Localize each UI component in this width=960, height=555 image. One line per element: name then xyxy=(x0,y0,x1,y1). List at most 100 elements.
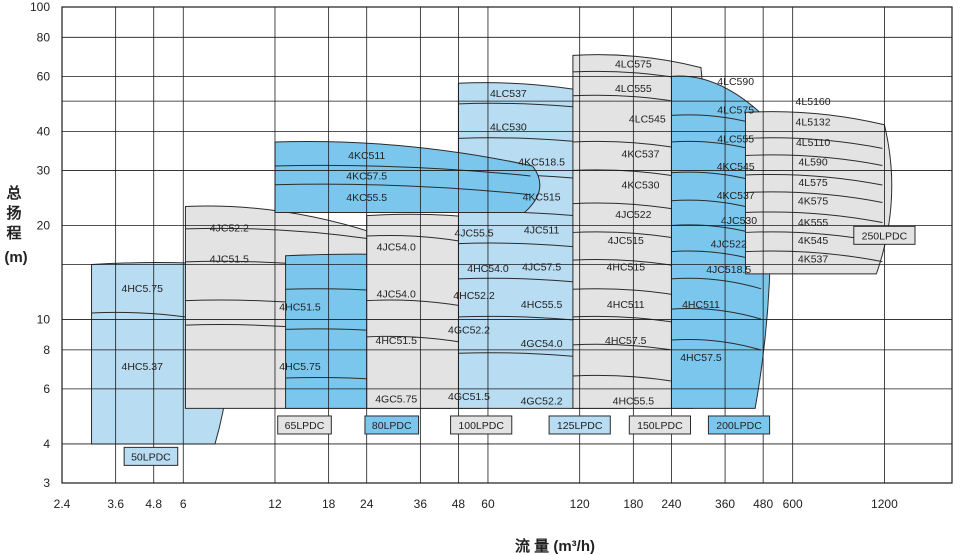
plot-frame xyxy=(61,6,953,484)
pump-model-label: 4HC511 xyxy=(607,299,645,311)
pump-model-label: 4JC54.0 xyxy=(377,289,416,301)
y-tick-label: 10 xyxy=(37,313,51,327)
family-labels: 50LPDC 65LPDC 80LPDC 100LPDC 125LPDC 150LPDC 2… xyxy=(123,225,916,466)
pump-model-label: 4HC51.5 xyxy=(279,302,321,314)
y-tick-label: 20 xyxy=(37,218,51,232)
family-label-box xyxy=(277,415,332,435)
pump-model-label: 4HC55.5 xyxy=(613,396,655,408)
x-tick-label: 3.6 xyxy=(107,497,124,511)
y-axis-title-char-2: 扬 xyxy=(6,204,21,222)
pump-model-label: 4KC537 xyxy=(622,148,660,160)
family-label: 250LPDC xyxy=(862,230,908,242)
pump-model-label: 4HC57.5 xyxy=(605,335,647,347)
pump-model-label: 4LC530 xyxy=(490,121,527,133)
pump-family-regions xyxy=(91,54,893,445)
pump-model-label: 4KC537 xyxy=(717,190,755,202)
x-tick-label: 120 xyxy=(570,497,590,511)
hq-curve xyxy=(745,211,883,224)
hq-curve xyxy=(671,277,762,290)
pump-model-label: 4GC54.0 xyxy=(521,338,563,350)
pump-model-label: 4LC555 xyxy=(717,133,754,145)
pump-model-labels: 4HC5.75 4HC5.37 4JC52.2 4JC51.5 4HC51.5 4HC5.… xyxy=(121,58,830,407)
family-label-box xyxy=(853,225,916,245)
pump-model-label: 4L575 xyxy=(798,177,827,189)
pump-model-label: 4GC5.75 xyxy=(375,393,417,405)
hq-curve xyxy=(745,154,883,166)
pump-model-label: 4HC55.5 xyxy=(521,299,563,311)
x-tick-label: 60 xyxy=(481,497,495,511)
family-label-box xyxy=(548,415,611,435)
family-label: 150LPDC xyxy=(637,420,683,432)
y-tick-label: 3 xyxy=(43,476,50,490)
pump-model-label: 4GC52.2 xyxy=(521,396,563,408)
pump-model-label: 4LC555 xyxy=(615,83,652,95)
pump-model-label: 4K555 xyxy=(798,217,829,229)
x-tick-label: 18 xyxy=(322,497,336,511)
y-tick-label: 80 xyxy=(37,30,51,44)
x-tick-label: 1200 xyxy=(871,497,898,511)
pump-model-label: 4K537 xyxy=(798,253,829,265)
x-axis-title: 流 量 (m³/h) xyxy=(515,537,595,555)
x-tick-label: 6 xyxy=(180,497,187,511)
pump-model-label: 4HC57.5 xyxy=(680,352,722,364)
pump-model-label: 4JC51.5 xyxy=(210,253,249,265)
x-tick-label: 360 xyxy=(715,497,735,511)
x-tick-label: 240 xyxy=(661,497,681,511)
hq-curve xyxy=(745,137,883,149)
y-tick-label: 8 xyxy=(43,343,50,357)
hq-curve xyxy=(185,227,371,240)
y-tick-label: 6 xyxy=(43,382,50,396)
x-tick-label: 2.4 xyxy=(54,497,71,511)
pump-model-label: 4JC530 xyxy=(721,215,757,227)
pump-model-label: 4K575 xyxy=(798,196,829,208)
pump-model-label: 4KC515 xyxy=(523,191,561,203)
family-label-box xyxy=(364,415,420,435)
family-label: 125LPDC xyxy=(557,420,603,432)
y-tick-label: 100 xyxy=(30,0,50,14)
x-tick-label: 48 xyxy=(452,497,466,511)
x-tick-label: 600 xyxy=(783,497,803,511)
pump-model-label: 4KC545 xyxy=(717,161,755,173)
pump-model-label: 4KC55.5 xyxy=(346,192,387,204)
pump-model-label: 4JC55.5 xyxy=(454,227,493,239)
pump-model-label: 4JC57.5 xyxy=(522,261,561,273)
family-label-box xyxy=(123,446,179,466)
hq-curve xyxy=(274,164,531,177)
pump-model-label: 4KC518.5 xyxy=(518,157,565,169)
chart-grid xyxy=(61,6,953,484)
pump-model-label: 4KC511 xyxy=(348,150,385,162)
y-axis-title-char-1: 总 xyxy=(6,184,21,202)
pump-model-label: 4KC530 xyxy=(622,180,660,192)
region-4kc xyxy=(274,140,541,214)
family-label-box xyxy=(450,415,513,435)
pump-model-label: 4HC515 xyxy=(607,261,646,273)
y-tick-label: 4 xyxy=(43,437,50,451)
x-tick-label: 24 xyxy=(360,497,374,511)
pump-model-label: 4HC511 xyxy=(682,299,720,311)
region-250lpdc xyxy=(744,111,893,275)
pump-model-label: 4GC52.2 xyxy=(448,324,490,336)
family-label: 50LPDC xyxy=(131,451,171,463)
x-tick-label: 4.8 xyxy=(145,497,162,511)
pump-model-label: 4LC575 xyxy=(615,58,652,70)
x-tick-label: 180 xyxy=(623,497,643,511)
family-label: 100LPDC xyxy=(458,420,504,432)
y-tick-label: 30 xyxy=(37,163,51,177)
y-axis-title-char-3: 程 xyxy=(6,225,21,242)
hq-curve xyxy=(745,173,883,186)
pump-model-label: 4JC518.5 xyxy=(706,264,751,276)
pump-model-label: 4HC5.75 xyxy=(279,361,321,373)
y-axis-ticks: 3 4 6 8 10 20 30 40 60 80 100 xyxy=(30,0,50,490)
pump-model-label: 4JC511 xyxy=(524,225,560,237)
x-tick-label: 12 xyxy=(268,497,282,511)
pump-model-label: 4LC590 xyxy=(717,76,754,88)
pump-model-label: 4HC5.37 xyxy=(121,361,163,373)
hq-curve xyxy=(671,338,762,351)
pump-model-label: 4LC537 xyxy=(490,88,527,100)
pump-model-label: 4JC52.2 xyxy=(210,223,249,235)
pump-model-label: 4L5160 xyxy=(796,96,831,108)
pump-model-label: 4HC54.0 xyxy=(467,263,509,275)
family-label: 200LPDC xyxy=(716,420,762,432)
pump-model-label: 4JC515 xyxy=(608,235,644,247)
